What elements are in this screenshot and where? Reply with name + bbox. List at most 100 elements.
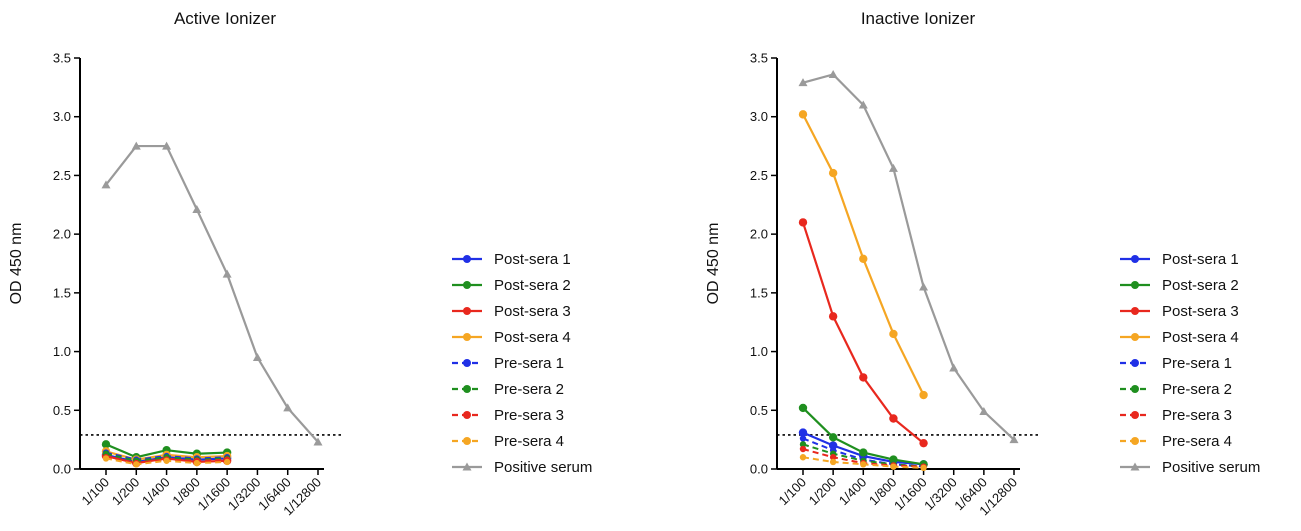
legend-swatch-marker <box>463 307 471 315</box>
legend-swatch-marker <box>1131 437 1139 445</box>
legend-swatch-marker <box>463 385 471 393</box>
legend-swatch-marker <box>463 359 471 367</box>
legend-swatch-marker <box>463 333 471 341</box>
data-point <box>101 440 111 449</box>
data-point <box>920 464 927 472</box>
legend-swatch-marker <box>463 281 471 289</box>
x-tick-label: 1/3200 <box>921 475 960 514</box>
data-point <box>283 403 293 412</box>
y-tick-label: 2.0 <box>750 227 768 242</box>
series-post-sera-3 <box>798 218 928 448</box>
legend-item: Post-sera 4 <box>1120 329 1239 346</box>
legend-label: Pre-sera 2 <box>494 381 564 398</box>
legend-item: Post-sera 4 <box>452 329 571 346</box>
data-point <box>979 406 989 415</box>
data-point <box>798 78 808 87</box>
legend-label: Post-sera 4 <box>1162 329 1239 346</box>
data-point <box>1009 435 1019 444</box>
data-point <box>888 163 898 172</box>
y-axis-label: OD 450 nm <box>8 223 25 305</box>
legend-label: Pre-sera 2 <box>1162 381 1232 398</box>
legend-swatch-marker <box>463 255 471 263</box>
series-pre-sera-4 <box>799 454 927 472</box>
y-tick-label: 2.5 <box>750 168 768 183</box>
legend-swatch-marker <box>1130 462 1140 471</box>
data-point <box>799 441 807 448</box>
data-point <box>828 441 838 450</box>
data-point <box>252 352 262 361</box>
legend-label: Pre-sera 4 <box>494 433 564 450</box>
x-tick-label: 1/1600 <box>891 475 930 514</box>
series-post-sera-4 <box>798 110 928 400</box>
y-tick-label: 1.0 <box>53 344 71 359</box>
data-point <box>162 141 172 150</box>
legend-swatch-marker <box>463 411 471 419</box>
y-tick-label: 3.5 <box>53 51 71 66</box>
legend-label: Pre-sera 1 <box>494 355 564 372</box>
data-point <box>101 180 111 189</box>
data-point <box>919 438 928 448</box>
y-tick-label: 2.5 <box>53 168 71 183</box>
y-tick-label: 1.5 <box>53 285 71 300</box>
data-point <box>222 269 232 278</box>
legend-label: Post-sera 2 <box>1162 277 1239 294</box>
x-tick-label: 1/400 <box>139 475 173 509</box>
legend-label: Positive serum <box>494 459 592 476</box>
legend-item: Pre-sera 3 <box>452 407 564 424</box>
x-tick-label: 1/100 <box>79 475 113 509</box>
legend-label: Post-sera 2 <box>494 277 571 294</box>
data-point <box>799 454 807 461</box>
data-point <box>798 403 808 413</box>
legend-item: Pre-sera 1 <box>452 355 564 372</box>
data-point <box>163 457 170 464</box>
x-tick-label: 1/100 <box>776 475 810 509</box>
data-point <box>133 461 140 468</box>
legend-label: Pre-sera 3 <box>494 407 564 424</box>
legend-item: Post-sera 1 <box>1120 251 1239 268</box>
legend-label: Pre-sera 3 <box>1162 407 1232 424</box>
chart-title: Inactive Ionizer <box>861 9 976 28</box>
legend: Post-sera 1 Post-sera 2 Post-sera 3 Post-se… <box>1120 251 1260 476</box>
y-tick-label: 3.5 <box>750 51 768 66</box>
y-tick-label: 0.0 <box>750 462 768 477</box>
y-tick-label: 3.0 <box>53 109 71 124</box>
legend-item: Pre-sera 1 <box>1120 355 1232 372</box>
x-tick-label: 1/400 <box>836 475 870 509</box>
x-tick-label: 1/3200 <box>225 475 264 514</box>
data-point <box>192 204 202 213</box>
x-tick-label: 1/200 <box>109 475 143 509</box>
chart-panel-2: Inactive Ionizer OD 450 nm 0.0 0.5 1.0 1.5 2.0… <box>705 9 1260 518</box>
legend-label: Post-sera 4 <box>494 329 571 346</box>
data-point <box>828 312 838 321</box>
data-point <box>890 463 897 470</box>
data-point <box>829 458 837 466</box>
legend: Post-sera 1 Post-sera 2 Post-sera 3 Post-se… <box>452 251 592 476</box>
legend-swatch-marker <box>462 462 472 471</box>
x-tick-label: 1/1600 <box>195 475 234 514</box>
data-point <box>313 437 323 446</box>
data-point <box>889 414 898 423</box>
data-point <box>131 141 141 150</box>
legend-item: Pre-sera 4 <box>1120 433 1232 450</box>
chart-title: Active Ionizer <box>174 9 276 28</box>
data-point <box>828 168 838 178</box>
data-point <box>949 363 959 372</box>
series-pre-sera-4 <box>102 455 231 468</box>
data-point <box>829 454 837 461</box>
x-tick-label: 1/200 <box>806 475 840 509</box>
data-point <box>858 100 868 109</box>
legend-item: Pre-sera 4 <box>452 433 564 450</box>
legend-swatch-marker <box>1131 333 1139 341</box>
legend-item: Post-sera 2 <box>452 277 571 294</box>
data-point <box>799 435 807 442</box>
data-point <box>859 448 868 457</box>
chart-panel-1: Active Ionizer OD 450 nm 0.0 0.5 1.0 1.5 2.0 2.… <box>8 9 592 518</box>
legend-swatch-marker <box>463 437 471 445</box>
data-point <box>919 282 929 291</box>
data-point <box>193 459 201 467</box>
series-positive-serum <box>798 69 1019 444</box>
legend-item: Post-sera 1 <box>452 251 571 268</box>
legend-item: Post-sera 2 <box>1120 277 1239 294</box>
legend-item: Post-sera 3 <box>452 303 571 320</box>
